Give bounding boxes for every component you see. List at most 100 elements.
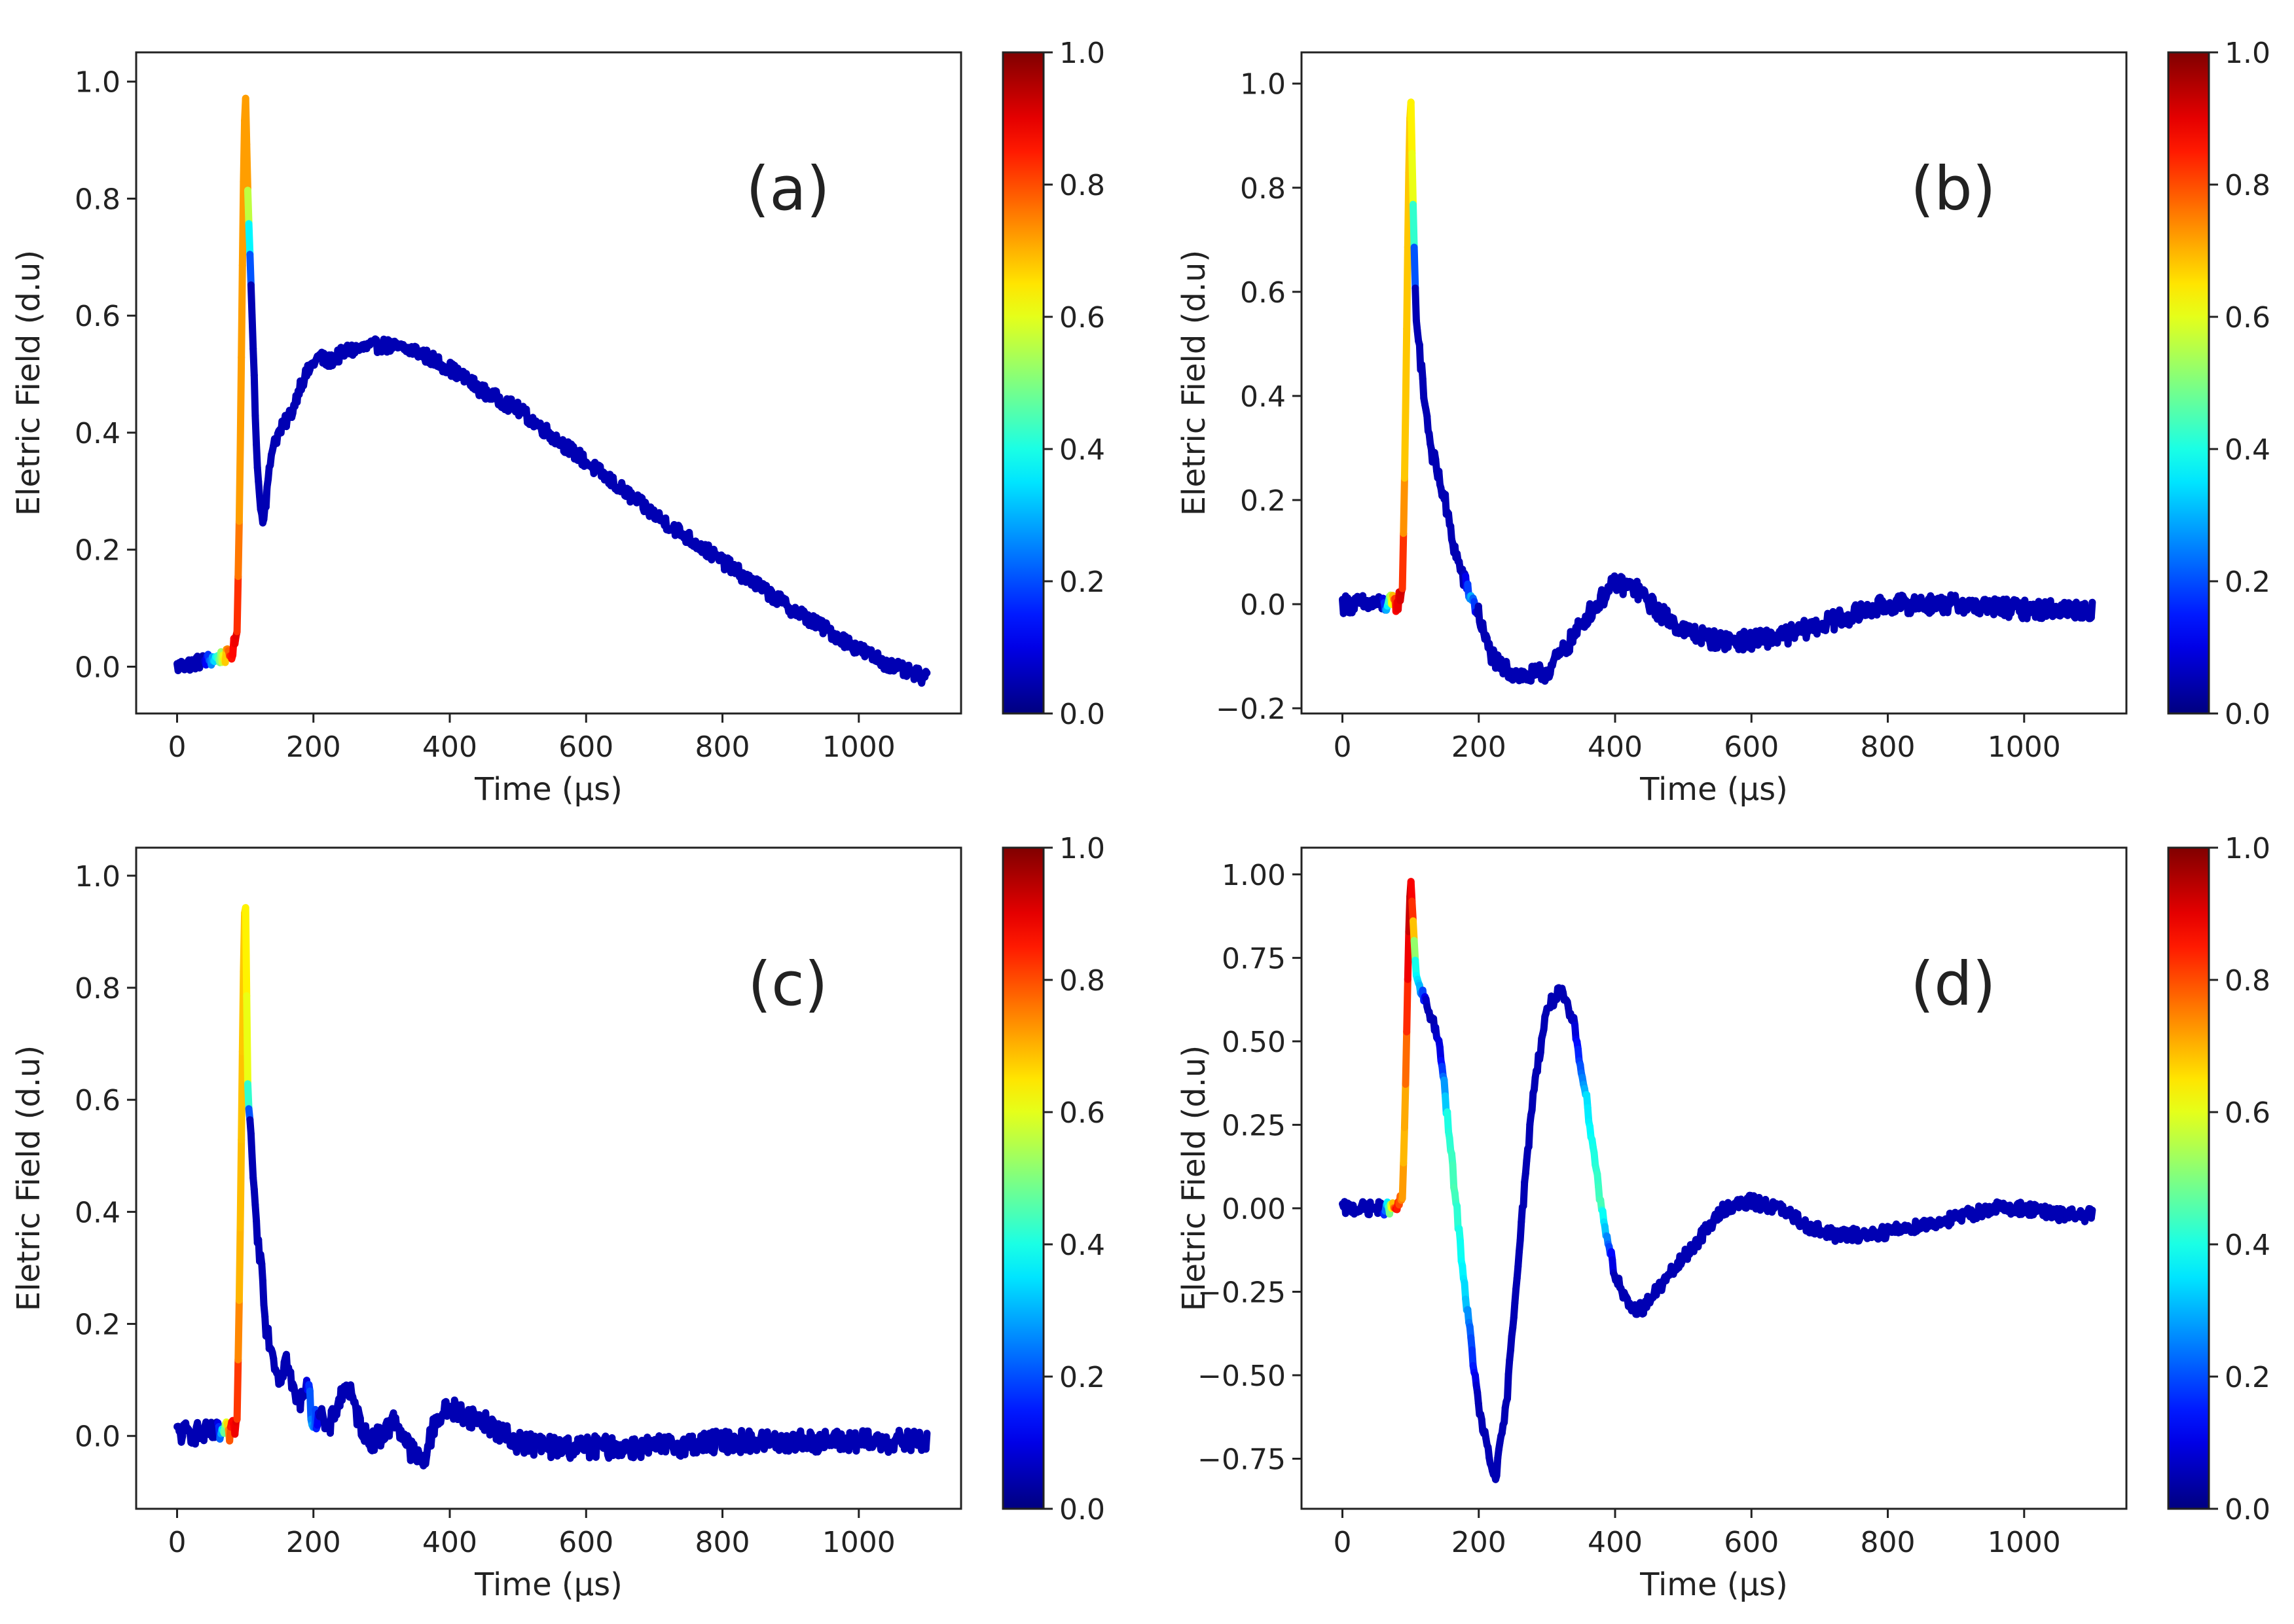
- x-tick-label: 600: [1724, 1526, 1779, 1559]
- waveform-segment: [249, 345, 258, 379]
- colorbar-tick-label: 0.2: [2225, 566, 2270, 599]
- waveform-segment: [244, 187, 253, 228]
- x-tick-label: 800: [695, 731, 750, 764]
- series-waveform: [173, 904, 931, 1470]
- colorbar-tick-label: 0.0: [1059, 698, 1105, 731]
- waveform-segment: [1400, 474, 1408, 537]
- panel-label: (d): [1910, 949, 1995, 1019]
- waveform-segment: [1398, 530, 1408, 592]
- series-waveform: [1339, 878, 2096, 1483]
- waveform-segment: [253, 441, 261, 471]
- y-tick-label: −0.75: [1197, 1443, 1286, 1476]
- waveform-segment: [922, 1430, 931, 1453]
- colorbar-tick-label: 0.2: [2225, 1361, 2270, 1394]
- waveform-segment: [1398, 1159, 1408, 1202]
- waveform-segment: [242, 904, 251, 1000]
- colorbar-tick-label: 0.6: [1059, 301, 1105, 334]
- colorbar: [2168, 848, 2209, 1509]
- x-tick-label: 1000: [1988, 1526, 2061, 1559]
- x-tick-label: 800: [1861, 731, 1916, 764]
- y-tick-label: −0.2: [1216, 693, 1286, 726]
- chart-panel: −0.75 −0.50 −0.25 0.00 0.25 0.50 0.75 1.00 0 200 4…: [1176, 832, 2270, 1603]
- waveform-segment: [248, 1152, 257, 1182]
- x-tick-label: 1000: [822, 1526, 896, 1559]
- waveform-segment: [234, 1297, 243, 1363]
- y-tick-label: 1.0: [75, 860, 120, 893]
- x-tick-label: 1000: [822, 731, 896, 764]
- waveform-segment: [306, 1387, 315, 1423]
- x-axis-label: Time (µs): [474, 771, 623, 808]
- x-tick-label: 0: [1333, 1526, 1351, 1559]
- chart-panel: 0.0 0.2 0.4 0.6 0.8 1.0 0 200 400 600 800 1000 Time …: [10, 37, 1105, 808]
- colorbar-frame: [1002, 51, 1045, 715]
- y-axis-label: Eletric Field (d.u): [10, 1045, 47, 1311]
- colorbar-tick-label: 1.0: [2225, 37, 2270, 70]
- x-tick-label: 200: [286, 731, 341, 764]
- colorbar: [1003, 848, 1044, 1509]
- colorbar-tick-label: 0.8: [2225, 169, 2270, 202]
- waveform-segment: [1402, 1028, 1411, 1088]
- waveform-segment: [1402, 325, 1411, 415]
- y-tick-label: −0.25: [1197, 1276, 1286, 1309]
- y-tick-label: 0.0: [75, 651, 120, 684]
- waveform-segment: [1407, 98, 1416, 157]
- waveform-segment: [1410, 244, 1419, 292]
- waveform-segment: [1400, 407, 1410, 482]
- colorbar-tick-label: 0.0: [2225, 1493, 2270, 1526]
- waveform-segment: [238, 178, 247, 270]
- y-axis-label: Eletric Field (d.u): [1176, 250, 1212, 516]
- waveform-segment: [2087, 1206, 2096, 1222]
- waveform-segment: [238, 1048, 246, 1144]
- y-tick-label: 1.0: [1240, 68, 1286, 101]
- waveform-segment: [236, 1136, 246, 1232]
- colorbar-frame: [2167, 51, 2210, 715]
- y-tick-label: 1.0: [75, 66, 120, 99]
- colorbar-tick-label: 0.6: [2225, 301, 2270, 334]
- waveform-segment: [259, 1277, 268, 1308]
- y-tick-label: 0.0: [75, 1420, 120, 1454]
- colorbar-tick-label: 0.4: [1059, 433, 1105, 467]
- waveform-segment: [1400, 1123, 1408, 1166]
- y-tick-label: 0.2: [1240, 484, 1286, 518]
- panel-label: (a): [746, 154, 829, 224]
- waveform-segment: [242, 94, 251, 148]
- colorbar-tick-label: 0.8: [2225, 964, 2270, 998]
- waveform-segment: [1453, 1202, 1462, 1233]
- waveform-segment: [244, 1080, 253, 1113]
- waveform-segment: [1410, 200, 1418, 251]
- y-tick-label: 0.8: [75, 972, 120, 1005]
- waveform-segment: [1404, 928, 1413, 983]
- y-axis-label: Eletric Field (d.u): [10, 250, 47, 516]
- series-waveform: [1339, 98, 2096, 685]
- y-tick-label: 0.2: [75, 1308, 120, 1342]
- colorbar-tick-label: 1.0: [1059, 37, 1105, 70]
- waveform-segment: [236, 353, 246, 453]
- waveform-segment: [1403, 244, 1411, 333]
- colorbar-tick-label: 0.4: [1059, 1229, 1105, 1262]
- waveform-segment: [1504, 1371, 1512, 1403]
- x-tick-label: 600: [1724, 731, 1779, 764]
- colorbar-tick-label: 0.2: [1059, 566, 1105, 599]
- waveform-segment: [1404, 169, 1413, 251]
- x-tick-label: 0: [168, 731, 186, 764]
- waveform-segment: [247, 281, 256, 319]
- waveform-segment: [245, 220, 254, 259]
- y-tick-label: 0.00: [1222, 1193, 1286, 1226]
- waveform-segment: [2087, 598, 2096, 621]
- colorbar-tick-label: 0.8: [1059, 964, 1105, 998]
- y-tick-label: 0.25: [1222, 1109, 1286, 1142]
- x-axis-label: Time (µs): [474, 1566, 623, 1603]
- x-axis-label: Time (µs): [1639, 1566, 1788, 1603]
- x-tick-label: 400: [422, 731, 477, 764]
- x-tick-label: 600: [558, 731, 613, 764]
- y-tick-label: −0.50: [1197, 1360, 1286, 1393]
- y-tick-label: 0.4: [75, 1196, 120, 1229]
- x-tick-label: 200: [1451, 1526, 1506, 1559]
- waveform-segment: [246, 251, 255, 289]
- y-tick-label: 0.2: [75, 534, 120, 568]
- y-tick-label: 0.4: [1240, 380, 1286, 414]
- series-waveform: [173, 94, 931, 687]
- panel-label: (c): [748, 949, 828, 1019]
- x-tick-label: 800: [695, 1526, 750, 1559]
- waveform-segment: [233, 573, 242, 636]
